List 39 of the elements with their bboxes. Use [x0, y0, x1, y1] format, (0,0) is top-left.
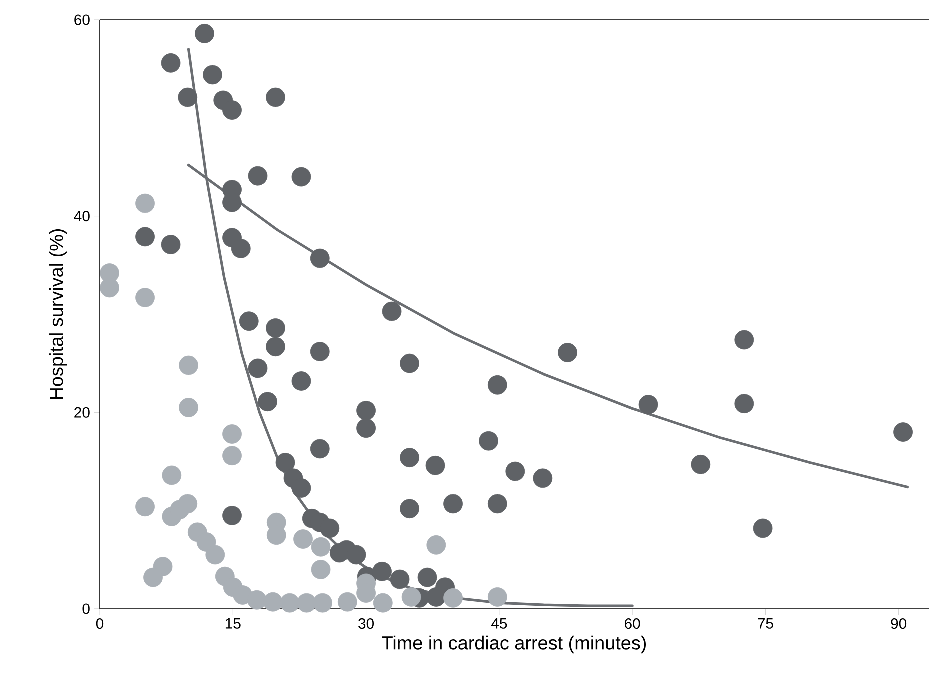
point — [311, 560, 331, 580]
y-tick-label: 60 — [74, 14, 90, 26]
x-tick-label: 90 — [891, 618, 907, 630]
point — [294, 530, 313, 549]
point — [402, 588, 422, 607]
point — [206, 545, 226, 565]
x-tick-label: 15 — [226, 618, 241, 629]
point — [297, 593, 317, 613]
point — [444, 588, 463, 608]
point — [136, 288, 155, 308]
point — [136, 194, 155, 214]
x-tick-label: 30 — [358, 618, 374, 630]
point — [222, 424, 242, 444]
x-tick-label: 0 — [96, 618, 104, 630]
point — [196, 532, 216, 552]
point — [426, 535, 446, 555]
point — [144, 568, 163, 588]
point — [338, 592, 358, 612]
y-tick-label: 40 — [74, 211, 90, 222]
x-tick-label: 75 — [758, 618, 774, 629]
point — [247, 590, 267, 610]
point — [280, 593, 300, 613]
point — [313, 593, 332, 613]
point — [162, 466, 182, 486]
point — [179, 398, 198, 418]
point — [373, 593, 393, 613]
point — [178, 494, 198, 514]
x-tick-label: 45 — [491, 618, 508, 629]
point — [311, 537, 331, 557]
x-axis-title: Time in cardiac arrest (minutes) — [382, 636, 646, 654]
y-tick-label: 0 — [82, 604, 90, 614]
point — [222, 446, 242, 466]
point — [263, 592, 283, 612]
y-tick-label: 20 — [74, 407, 90, 418]
y-axis-title: Hospital survival (%) — [49, 229, 68, 400]
x-tick-label: 60 — [625, 618, 640, 630]
point — [136, 497, 155, 517]
point — [488, 588, 508, 607]
point — [179, 356, 198, 376]
